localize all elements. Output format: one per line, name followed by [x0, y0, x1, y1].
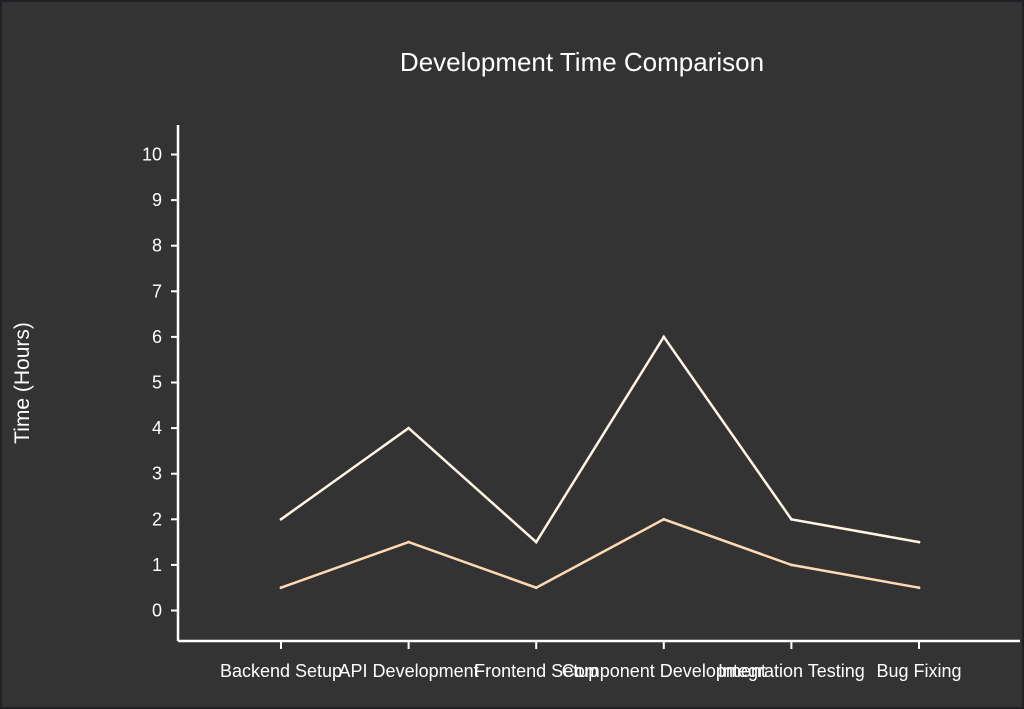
- y-tick-label: 7: [152, 281, 162, 301]
- x-tick-label: Integration Testing: [718, 661, 865, 681]
- y-tick-label: 5: [152, 373, 162, 393]
- x-tick-label: Backend Setup: [220, 661, 342, 681]
- y-axis-label: Time (Hours): [11, 322, 34, 444]
- data-point: [534, 540, 538, 544]
- data-point: [407, 540, 410, 544]
- data-point: [790, 563, 793, 567]
- x-tick-label: Frontend Setup: [474, 661, 598, 681]
- data-point: [534, 586, 538, 590]
- x-tick-label: Component Development: [562, 661, 766, 681]
- y-tick-label: 3: [152, 464, 162, 484]
- x-tick-label: Bug Fixing: [876, 661, 961, 681]
- data-point: [917, 586, 921, 590]
- data-point: [790, 517, 793, 521]
- y-tick-label: 8: [152, 236, 162, 256]
- data-point: [917, 540, 921, 544]
- y-tick-label: 2: [152, 509, 162, 529]
- x-tick-label: API Development: [339, 661, 479, 681]
- y-tick-label: 6: [152, 327, 162, 347]
- data-point: [279, 517, 283, 521]
- y-tick-label: 4: [152, 418, 162, 438]
- data-point: [279, 586, 283, 590]
- series-group: [279, 334, 921, 590]
- chart-title: Development Time Comparison: [400, 47, 764, 77]
- series-line-2: [280, 517, 920, 590]
- y-axis: 0 1 2 3 4 5 6 7 8 9 10: [142, 125, 180, 641]
- data-point: [662, 335, 666, 339]
- y-tick-label: 1: [152, 555, 162, 575]
- data-point: [407, 426, 410, 430]
- y-tick-label: 0: [152, 601, 162, 621]
- y-tick-label: 10: [142, 145, 162, 165]
- data-point: [662, 517, 666, 521]
- y-tick-label: 9: [152, 190, 162, 210]
- series-line-1: [280, 334, 920, 545]
